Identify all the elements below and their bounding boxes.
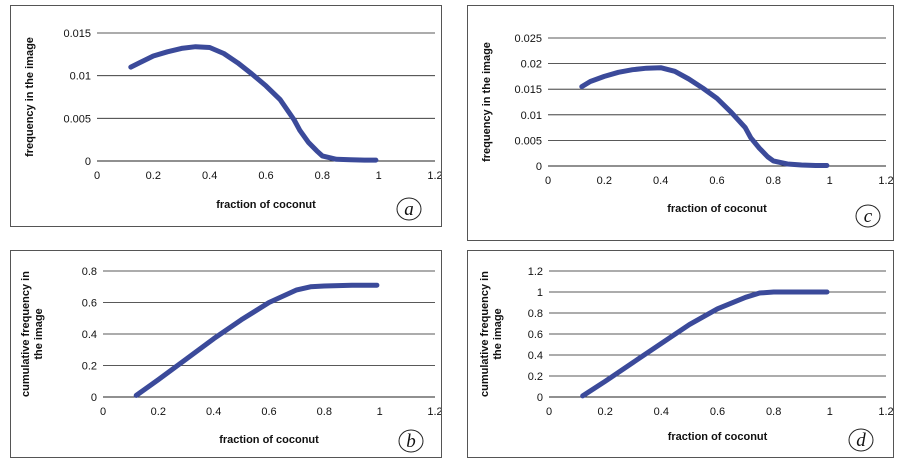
panel-letter-c: c (864, 206, 873, 227)
x-tick-label-c-3: 0.6 (709, 175, 724, 187)
y-tick-label-c-3: 0.015 (514, 84, 542, 96)
chart-panel-c: 0 0.005 0.01 0.015 0.02 0.025 0 0.2 0.4 0.6 0.8 1 1.… (467, 5, 894, 241)
panel-letter-circle-a (396, 197, 422, 221)
series-line-b-0 (133, 282, 380, 398)
y-tick-label-c-2: 0.01 (521, 110, 542, 122)
y-axis-label-c: frequency in the image (481, 42, 493, 162)
x-tick-label-c-1: 0.2 (597, 175, 612, 187)
x-tick-label-d-1: 0.2 (598, 406, 613, 418)
chart-svg-a: 0 0.005 0.01 0.015 0 0.2 0.4 0.6 0.8 1 1.2 fraction… (24, 28, 441, 221)
x-tick-label-c-2: 0.4 (653, 175, 668, 187)
x-tick-label-d-2: 0.4 (654, 406, 669, 418)
x-axis-label-d: fraction of coconut (668, 431, 768, 443)
y-tick-label-d-2: 0.4 (528, 350, 543, 362)
y-tick-label-b-1: 0.2 (82, 361, 97, 373)
series-line-c-0 (579, 65, 830, 168)
panel-letter-b: b (406, 431, 416, 452)
chart-panel-a: 0 0.005 0.01 0.015 0 0.2 0.4 0.6 0.8 1 1.2 fraction… (10, 5, 442, 227)
x-tick-label-d-6: 1.2 (878, 406, 893, 418)
panel-letter-circle-b (398, 429, 424, 453)
y-tick-label-d-4: 0.8 (528, 308, 543, 320)
x-tick-label-c-5: 1 (827, 175, 833, 187)
x-tick-label-a-1: 0.2 (146, 170, 161, 182)
y-tick-label-c-1: 0.005 (514, 135, 542, 147)
x-tick-label-d-0: 0 (546, 406, 552, 418)
x-tick-label-b-4: 0.8 (317, 406, 332, 418)
x-axis-label-c: fraction of coconut (667, 203, 767, 215)
series-line-a-0 (128, 44, 379, 163)
chart-panel-d: 0 0.2 0.4 0.6 0.8 1 1.2 0 0.2 0.4 0.6 0.8 1 1.2 fracti… (467, 250, 894, 458)
x-tick-label-a-3: 0.6 (258, 170, 273, 182)
x-axis-label-a: fraction of coconut (216, 199, 316, 211)
y-tick-label-c-5: 0.025 (514, 33, 542, 45)
x-tick-label-b-0: 0 (100, 406, 106, 418)
chart-svg-d: 0 0.2 0.4 0.6 0.8 1 1.2 0 0.2 0.4 0.6 0.8 1 1.2 fracti… (479, 266, 893, 452)
x-tick-label-a-2: 0.4 (202, 170, 217, 182)
y-tick-label-c-4: 0.02 (521, 59, 542, 71)
y-axis-label-a: frequency in the image (24, 37, 36, 157)
panel-letter-a: a (404, 199, 414, 220)
x-axis-label-b: fraction of coconut (219, 434, 319, 446)
x-tick-label-b-6: 1.2 (427, 406, 441, 418)
panel-letter-circle-d (848, 428, 874, 452)
series-line-d-0 (580, 289, 830, 399)
x-tick-label-a-6: 1.2 (427, 170, 441, 182)
y-tick-label-b-0: 0 (91, 392, 97, 404)
y-tick-label-b-4: 0.8 (82, 266, 97, 278)
y-tick-label-a-2: 0.01 (70, 71, 91, 83)
y-axis-label-b: cumulative frequency inthe image (20, 271, 45, 397)
chart-svg-c: 0 0.005 0.01 0.015 0.02 0.025 0 0.2 0.4 0.6 0.8 1 1.… (481, 33, 893, 228)
x-tick-label-d-4: 0.8 (766, 406, 781, 418)
y-tick-label-d-6: 1.2 (528, 266, 543, 278)
x-tick-label-b-1: 0.2 (151, 406, 166, 418)
y-tick-label-c-0: 0 (536, 161, 542, 173)
y-tick-label-d-1: 0.2 (528, 371, 543, 383)
panel-letter-d: d (856, 430, 866, 451)
x-tick-label-d-5: 1 (827, 406, 833, 418)
y-tick-label-b-3: 0.6 (82, 298, 97, 310)
y-tick-label-a-1: 0.005 (63, 113, 91, 125)
x-tick-label-a-0: 0 (94, 170, 100, 182)
y-tick-label-d-3: 0.6 (528, 329, 543, 341)
x-tick-label-c-4: 0.8 (766, 175, 781, 187)
y-tick-label-a-3: 0.015 (63, 28, 91, 40)
x-tick-label-c-0: 0 (545, 175, 551, 187)
y-tick-label-d-5: 1 (537, 287, 543, 299)
y-axis-label-d: cumulative frequency inthe image (479, 271, 504, 397)
chart-svg-b: 0 0.2 0.4 0.6 0.8 0 0.2 0.4 0.6 0.8 1 1.2 fraction o… (20, 266, 441, 453)
y-tick-label-d-0: 0 (537, 392, 543, 404)
x-tick-label-a-5: 1 (376, 170, 382, 182)
x-tick-label-d-3: 0.6 (710, 406, 725, 418)
x-tick-label-a-4: 0.8 (315, 170, 330, 182)
x-tick-label-b-3: 0.6 (261, 406, 276, 418)
panel-letter-circle-c (855, 204, 881, 228)
y-tick-label-a-0: 0 (85, 156, 91, 168)
x-tick-label-b-5: 1 (377, 406, 383, 418)
x-tick-label-b-2: 0.4 (206, 406, 221, 418)
x-tick-label-c-6: 1.2 (878, 175, 893, 187)
y-tick-label-b-2: 0.4 (82, 329, 97, 341)
chart-panel-b: 0 0.2 0.4 0.6 0.8 0 0.2 0.4 0.6 0.8 1 1.2 fraction o… (10, 250, 442, 458)
